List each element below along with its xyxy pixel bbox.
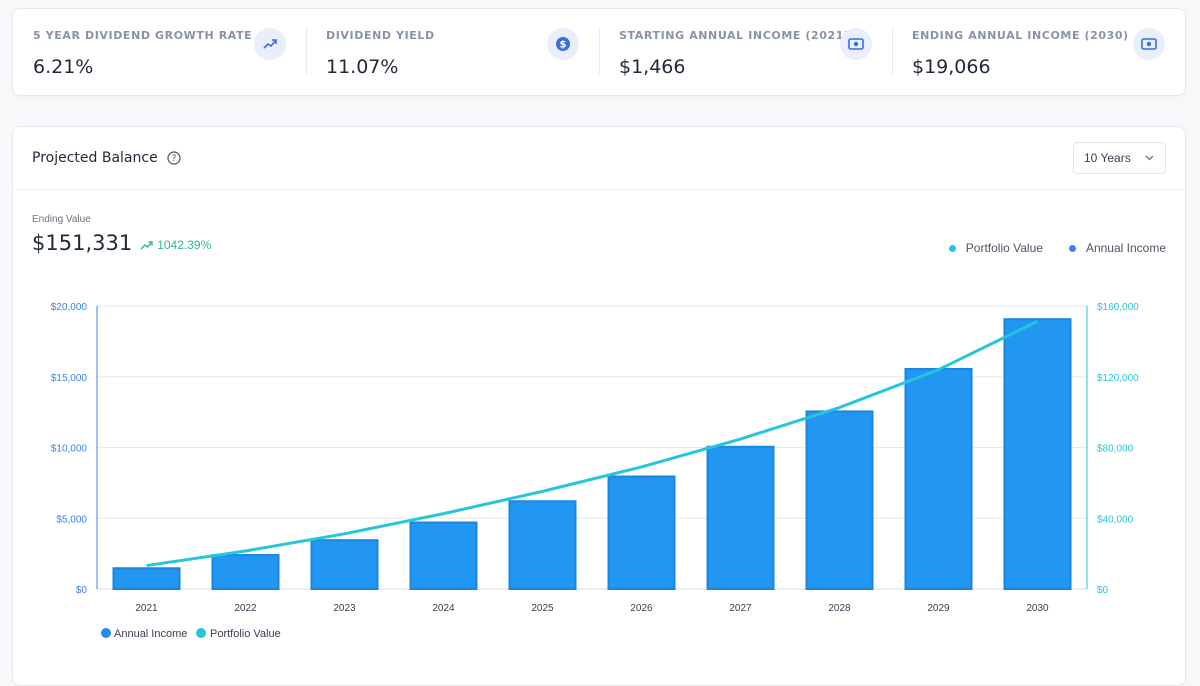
legend-dot-portfolio-value	[196, 628, 206, 638]
bar-annual-income	[213, 555, 279, 589]
y-left-tick-label: $20,000	[51, 302, 88, 313]
y-right-tick-label: $40,000	[1097, 514, 1134, 525]
y-right-tick-label: $120,000	[1097, 373, 1139, 384]
bar-annual-income	[114, 568, 180, 589]
y-left-tick-label: $15,000	[51, 373, 88, 384]
y-left-tick-label: $10,000	[51, 444, 88, 455]
legend-label-annual-income: Annual Income	[114, 628, 187, 640]
bar-annual-income	[411, 522, 477, 589]
x-tick-label: 2024	[432, 603, 455, 614]
x-tick-label: 2021	[135, 603, 158, 614]
legend-dot-annual-income	[101, 628, 111, 638]
projected-balance-chart: $0 $5,000 $10,000 $15,000 $20,000 $0 $40,000 $8…	[0, 0, 1200, 664]
x-tick-label: 2028	[828, 603, 851, 614]
x-tick-label: 2025	[531, 603, 554, 614]
bar-annual-income	[906, 369, 972, 589]
bar-annual-income	[807, 411, 873, 589]
x-tick-label: 2030	[1026, 603, 1049, 614]
bar-annual-income	[510, 501, 576, 589]
bar-annual-income	[312, 540, 378, 589]
x-tick-label: 2027	[729, 603, 752, 614]
bar-annual-income	[708, 447, 774, 589]
line-portfolio-value	[147, 321, 1038, 565]
x-tick-label: 2029	[927, 603, 950, 614]
x-tick-label: 2026	[630, 603, 653, 614]
y-left-tick-label: $5,000	[56, 514, 87, 525]
x-tick-label: 2022	[234, 603, 257, 614]
bar-annual-income	[609, 477, 675, 589]
y-right-tick-label: $160,000	[1097, 302, 1139, 313]
x-tick-label: 2023	[333, 603, 356, 614]
y-left-tick-label: $0	[76, 585, 88, 596]
bar-annual-income	[1005, 319, 1071, 589]
y-right-tick-label: $80,000	[1097, 444, 1134, 455]
y-right-tick-label: $0	[1097, 585, 1109, 596]
legend-label-portfolio-value: Portfolio Value	[210, 628, 281, 640]
